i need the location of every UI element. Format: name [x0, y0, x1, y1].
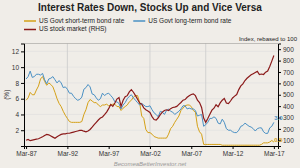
tick-label: 10: [12, 64, 20, 71]
tick: 800: [278, 57, 294, 64]
tick: 2: [15, 127, 24, 134]
tick-mark: [21, 130, 24, 131]
tick-label: Mar-02: [140, 150, 161, 157]
tick-label: Mar-87: [16, 150, 37, 157]
legend-swatch: [133, 20, 145, 22]
y-axis-label: (%): [3, 90, 11, 100]
tick-mark: [21, 67, 24, 68]
tick-label: 4: [15, 111, 19, 118]
tick: Mar-97: [99, 146, 120, 157]
tick-label: 8: [15, 80, 19, 87]
tick-label: 100: [283, 137, 294, 144]
tick: Mar-02: [140, 146, 161, 157]
watermark: BecomeaBetterInvestor.net: [114, 161, 187, 167]
axis-line: [21, 44, 25, 147]
tick: 12: [12, 48, 24, 55]
tick-mark: [278, 61, 281, 62]
tick: Mar-17: [264, 146, 285, 157]
tick-mark: [278, 72, 281, 73]
plot-area: [24, 44, 278, 147]
tick-label: 500: [283, 91, 294, 98]
grid-line: [24, 82, 278, 83]
tick-mark: [233, 146, 234, 149]
tick: Mar-12: [223, 146, 244, 157]
legend-swatch: [24, 20, 36, 22]
tick: 8: [15, 80, 24, 87]
tick-mark: [21, 99, 24, 100]
grid-line: [24, 130, 278, 131]
tick: 900: [278, 46, 294, 53]
tick-mark: [278, 106, 281, 107]
tick-label: 600: [283, 80, 294, 87]
tick-mark: [109, 146, 110, 149]
title: Interest Rates Down, Stocks Up and Vice …: [38, 2, 262, 13]
vertical-line: [67, 44, 68, 147]
tick-label: 400: [283, 103, 294, 110]
legend: US Govt short-term bond rate US Govt long…: [24, 17, 232, 34]
tick-mark: [67, 146, 68, 149]
legend-item: US Govt short-term bond rate: [24, 17, 125, 24]
tick: 6: [15, 95, 24, 102]
tick-mark: [150, 146, 151, 149]
tick-label: 6: [15, 95, 19, 102]
tick: 10: [12, 64, 24, 71]
grid-line: [24, 67, 278, 68]
tick: 700: [278, 69, 294, 76]
tick-mark: [278, 95, 281, 96]
grid-line: [24, 51, 278, 52]
annotation: 3.0: [274, 115, 283, 121]
tick: 500: [278, 91, 294, 98]
tick-label: 300: [283, 114, 294, 121]
tick: Mar-87: [16, 146, 37, 157]
grid-line: [24, 98, 278, 99]
tick: 4: [15, 111, 24, 118]
tick-label: 2: [15, 127, 19, 134]
tick-label: 200: [283, 125, 294, 132]
tick-mark: [21, 114, 24, 115]
legend-label: US stock market (RHS): [39, 25, 107, 33]
tick-mark: [26, 146, 27, 149]
vertical-line: [149, 44, 150, 147]
y2-axis: 100 200 300 400 500 600 700 800 900: [278, 44, 294, 147]
tick-label: Mar-07: [181, 150, 202, 157]
tick-mark: [191, 146, 192, 149]
series-line: [26, 71, 274, 133]
legend-item: US Govt long-term bond rate: [133, 17, 231, 25]
background: [0, 0, 300, 168]
tick-mark: [21, 51, 24, 52]
tick-label: 900: [283, 46, 294, 53]
tick-label: Mar-97: [99, 150, 120, 157]
x-axis: Mar-87 Mar-92 Mar-97 Mar-02 Mar-07 Mar-12 Mar-…: [16, 146, 285, 157]
tick: Mar-07: [181, 146, 202, 157]
tick-label: Mar-17: [264, 150, 285, 157]
legend-label: US Govt long-term bond rate: [148, 17, 231, 25]
legend-label: US Govt short-term bond rate: [39, 17, 125, 24]
tick: Mar-92: [58, 146, 79, 157]
axis-line: [279, 44, 282, 147]
tick: 600: [278, 80, 294, 87]
tick-mark: [278, 49, 281, 50]
tick-mark: [274, 146, 275, 149]
tick: 400: [278, 103, 294, 110]
annotation: 0.5: [274, 137, 283, 143]
tick-label: 800: [283, 57, 294, 64]
tick-mark: [278, 83, 281, 84]
legend-swatch: [24, 29, 36, 31]
tick-label: Mar-12: [223, 150, 244, 157]
tick-mark: [21, 83, 24, 84]
series-line: [26, 55, 274, 140]
chart: Interest Rates Down, Stocks Up and Vice …: [0, 0, 300, 168]
tick-mark: [278, 129, 281, 130]
y2-axis-label: Index, rebased to 100: [239, 36, 298, 42]
tick-label: Mar-92: [58, 150, 79, 157]
vertical-line: [205, 44, 206, 147]
tick: 200: [278, 125, 294, 132]
tick-label: 700: [283, 69, 294, 76]
plot-frame: [24, 43, 278, 44]
legend-item: US stock market (RHS): [24, 25, 107, 33]
y-axis: 2 4 6 8 10 12: [12, 44, 25, 147]
tick-label: 12: [12, 48, 20, 55]
